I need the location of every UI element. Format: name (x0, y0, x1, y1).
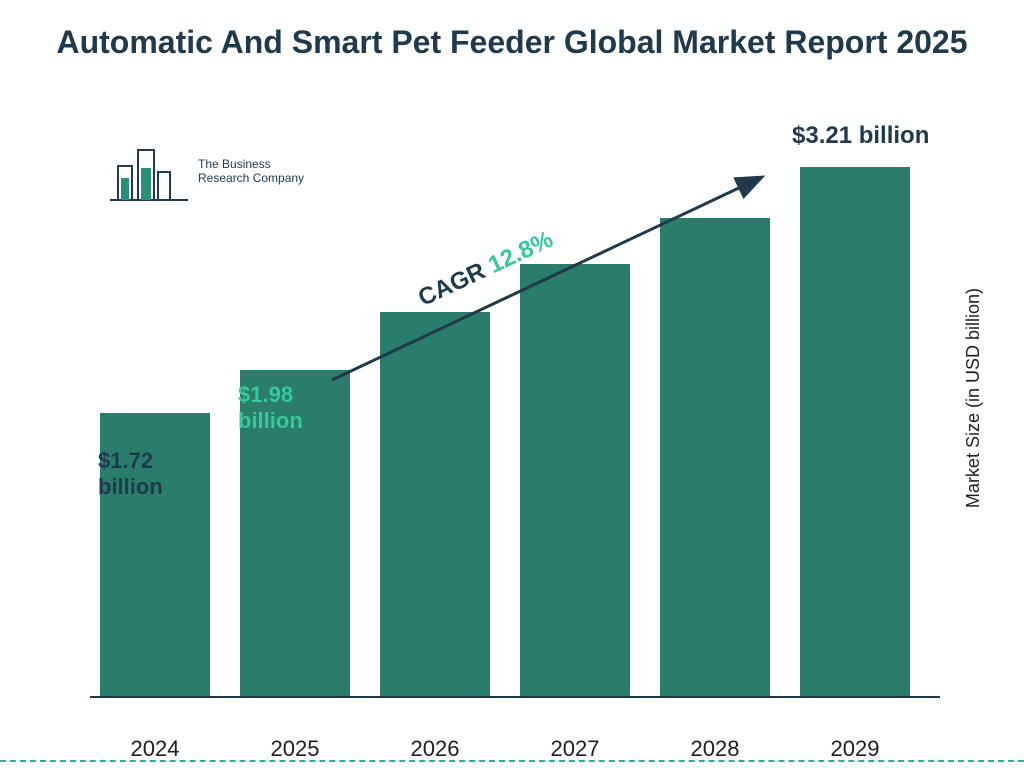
value-callout-0: $1.72 billion (98, 448, 218, 501)
bars-group (90, 136, 920, 696)
bar-2027 (520, 264, 630, 696)
x-label-2029: 2029 (800, 736, 910, 762)
y-axis-label: Market Size (in USD billion) (963, 288, 984, 508)
bar-2029 (800, 167, 910, 696)
bottom-divider (0, 760, 1024, 762)
value-callout-1: $1.98 billion (238, 382, 358, 435)
x-axis (90, 696, 940, 698)
chart-container: Automatic And Smart Pet Feeder Global Ma… (0, 0, 1024, 768)
x-label-2026: 2026 (380, 736, 490, 762)
bar-2028 (660, 218, 770, 696)
x-label-2027: 2027 (520, 736, 630, 762)
x-label-2028: 2028 (660, 736, 770, 762)
chart-title: Automatic And Smart Pet Feeder Global Ma… (0, 22, 1024, 62)
bar-2026 (380, 312, 490, 696)
value-callout-2: $3.21 billion (792, 122, 992, 151)
x-label-2024: 2024 (100, 736, 210, 762)
x-label-2025: 2025 (240, 736, 350, 762)
bar-chart (90, 138, 920, 698)
